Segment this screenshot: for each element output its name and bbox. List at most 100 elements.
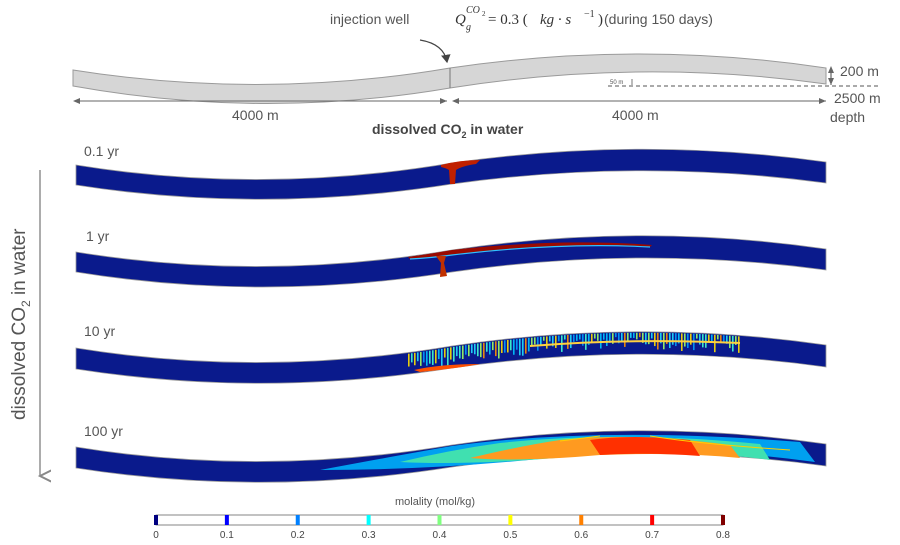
right-length-label: 4000 m	[612, 107, 659, 123]
colorbar-tick-mark	[295, 515, 300, 525]
left-length-label: 4000 m	[232, 107, 279, 123]
plume-finger	[513, 339, 515, 355]
plume-finger	[678, 333, 680, 344]
plume-finger	[615, 333, 617, 338]
snapshot-1yr: 1 yr	[75, 228, 827, 288]
svg-text:): )	[598, 12, 603, 28]
plume-finger	[456, 346, 458, 357]
plume-finger	[492, 341, 494, 351]
colorbar-tick-label: 0.7	[645, 530, 659, 541]
snapshot-time-label: 1 yr	[86, 228, 110, 244]
plume-finger	[576, 334, 578, 341]
injection-rate-formula: Q g CO 2 = 0.3 ( kg · s −1 ) (during 150…	[455, 5, 713, 33]
plume-finger	[540, 336, 542, 345]
plume-finger	[549, 336, 551, 342]
plume-finger	[495, 341, 497, 357]
svg-text:kg · s: kg · s	[540, 12, 571, 28]
plume-finger	[720, 335, 722, 342]
plume-finger	[627, 332, 629, 341]
plume-finger	[666, 332, 668, 344]
plume-finger	[699, 334, 701, 345]
plume-finger	[414, 352, 416, 366]
svg-text:Q: Q	[455, 12, 466, 28]
depth-word-label: depth	[830, 109, 865, 125]
plume-finger	[501, 340, 503, 353]
plume-finger	[471, 344, 473, 354]
plume-finger	[477, 343, 479, 357]
plume-finger	[600, 333, 602, 349]
plume-finger	[462, 345, 464, 360]
plume-finger	[717, 334, 719, 340]
svg-text:g: g	[466, 22, 471, 33]
plume-finger	[684, 333, 686, 347]
svg-text:(during 150 days): (during 150 days)	[604, 11, 713, 27]
plume-finger	[588, 333, 590, 345]
plume-finger	[465, 345, 467, 355]
plume-finger	[735, 336, 737, 345]
plume-finger	[483, 342, 485, 359]
thickness-label: 200 m	[840, 63, 879, 79]
plume-finger	[603, 333, 605, 340]
plume-100yr-edge	[559, 435, 791, 451]
aquifer-band	[75, 235, 827, 288]
plume-finger	[417, 352, 419, 362]
plume-finger	[624, 332, 626, 347]
plume-finger	[660, 332, 662, 344]
plume-finger	[738, 336, 740, 353]
colorbar-tick-mark	[650, 515, 655, 525]
depth-value-label: 2500 m	[834, 90, 881, 106]
colorbar-tick-mark	[721, 515, 725, 525]
plume-finger	[411, 353, 413, 363]
plume-finger	[435, 349, 437, 364]
colorbar: molality (mol/kg) 0 0.1 0.2 0.3 0.4 0.5 0.6 0.7…	[153, 496, 730, 541]
plume-finger	[723, 335, 725, 343]
plume-finger	[639, 332, 641, 338]
plume-finger	[423, 351, 425, 363]
plume-finger	[432, 350, 434, 365]
plume-finger	[621, 332, 623, 342]
plume-finger	[654, 332, 656, 347]
snapshot-time-label: 0.1 yr	[84, 143, 119, 159]
plume-finger	[510, 339, 512, 351]
schematic: injection well Q g CO 2 = 0.3 ( kg · s −…	[72, 5, 881, 140]
snapshot-10yr: 10 yr	[75, 323, 827, 384]
plume-finger	[672, 333, 674, 345]
colorbar-title: molality (mol/kg)	[395, 496, 475, 508]
dip-offset-label: 50 m	[610, 80, 623, 86]
colorbar-tick-label: 0.3	[362, 530, 376, 541]
plume-finger	[711, 334, 713, 344]
plume-finger	[609, 333, 611, 343]
plume-finger	[591, 333, 593, 342]
plume-finger	[651, 332, 653, 339]
plume-finger	[573, 334, 575, 342]
colorbar-tick-mark	[437, 515, 442, 525]
plume-finger	[450, 347, 452, 360]
svg-text:CO: CO	[466, 5, 480, 16]
plume-finger	[537, 337, 539, 351]
plume-finger	[507, 339, 509, 353]
plume-finger	[498, 340, 500, 359]
plume-finger	[675, 333, 677, 347]
colorbar-tick-label: 0.5	[503, 530, 517, 541]
section-title: dissolved CO2 in water	[372, 121, 524, 140]
plume-finger	[459, 345, 461, 359]
plume-finger	[564, 335, 566, 340]
plume-finger	[519, 338, 521, 356]
plume-1yr-stem	[436, 256, 447, 277]
plume-finger	[726, 335, 728, 344]
svg-text:−1: −1	[584, 9, 595, 20]
plume-finger	[597, 333, 599, 341]
plume-finger	[408, 353, 410, 367]
plume-finger	[648, 332, 650, 345]
plume-finger	[714, 334, 716, 353]
plume-finger	[552, 335, 554, 347]
plume-finger	[708, 334, 710, 342]
plume-10yr-bottom	[414, 364, 480, 372]
plume-finger	[696, 333, 698, 339]
plume-finger	[522, 338, 524, 356]
plume-finger	[582, 334, 584, 346]
plume-finger	[489, 341, 491, 355]
side-label: dissolved CO2 in water	[9, 170, 40, 476]
plume-finger	[516, 339, 518, 350]
colorbar-tick-label: 0.8	[716, 530, 730, 541]
